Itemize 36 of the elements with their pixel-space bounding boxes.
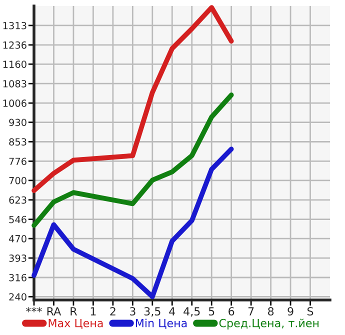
x-tick-label: 5 [208, 307, 214, 316]
x-tick-label: 7 [248, 307, 254, 316]
y-tick-label: 1313 [3, 22, 26, 30]
x-tick-label: 1 [90, 307, 96, 316]
legend-label: Max Цена [48, 319, 103, 329]
legend-label: Min Цена [136, 318, 187, 329]
x-tick-label: R [70, 307, 78, 316]
x-tick-label: 9 [288, 307, 294, 316]
y-tick-label: 316 [9, 274, 26, 282]
y-tick-label: 1083 [3, 80, 26, 88]
y-tick-label: 546 [9, 216, 26, 224]
y-tick-label: 393 [9, 254, 26, 262]
line-series [32, 5, 234, 193]
y-tick-label: 853 [9, 138, 26, 146]
y-tick-label: 623 [9, 196, 26, 204]
x-tick-label: 4 [169, 307, 176, 316]
x-tick-label: 3,5 [144, 307, 160, 317]
x-tick-label: 8 [268, 307, 274, 316]
y-tick-label: 776 [9, 158, 26, 166]
line-series [32, 92, 234, 228]
y-tick-label: 470 [8, 235, 26, 242]
y-tick-label: 1006 [3, 100, 26, 107]
y-tick-label: 700 [9, 176, 26, 184]
legend-label: Сред.Цена, т.йен [219, 318, 319, 330]
x-tick-label: RA [47, 307, 62, 316]
x-tick-label: 6 [228, 307, 234, 316]
line-series [32, 146, 234, 300]
x-tick-label: *** [26, 307, 42, 312]
x-tick-label: 2 [110, 307, 116, 316]
x-tick-label: 4,5 [184, 307, 200, 317]
x-tick-label: 3 [130, 307, 136, 316]
y-tick-label: 930 [9, 118, 26, 126]
y-tick-label: 240 [9, 293, 26, 301]
y-tick-label: 1160 [3, 60, 26, 68]
x-tick-label: S [307, 307, 314, 316]
y-tick-label: 1236 [3, 41, 26, 49]
